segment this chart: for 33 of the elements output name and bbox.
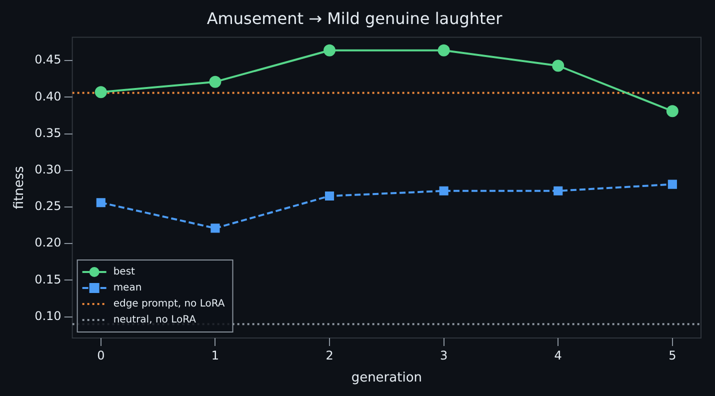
y-tick-label: 0.30 [34, 162, 62, 177]
legend-label: edge prompt, no LoRA [113, 298, 225, 310]
y-tick-label: 0.15 [34, 272, 62, 286]
point [96, 198, 106, 208]
legend-label: best [113, 266, 136, 278]
x-tick-label: 2 [326, 348, 334, 362]
x-tick-label: 1 [211, 348, 220, 362]
point [439, 186, 448, 196]
x-axis-title: generation [351, 370, 422, 386]
point [668, 180, 677, 189]
y-axis-title: fitness [12, 166, 28, 210]
point [94, 86, 107, 98]
chart-title: Amusement → Mild genuine laughter [206, 8, 503, 28]
x-tick-label: 4 [554, 348, 562, 362]
legend-label: mean [113, 282, 142, 294]
y-tick-label: 0.40 [34, 89, 62, 104]
point [552, 60, 564, 72]
x-tick-label: 3 [440, 348, 448, 362]
y-tick-label: 0.10 [34, 308, 62, 323]
point [210, 224, 220, 233]
y-tick-label: 0.45 [34, 52, 62, 67]
point [324, 44, 336, 56]
point [666, 105, 678, 118]
y-tick-label: 0.25 [34, 199, 62, 214]
point [554, 186, 563, 196]
point [324, 191, 334, 201]
x-tick-label: 0 [97, 348, 105, 362]
point [209, 76, 222, 88]
point [438, 44, 450, 56]
ref-line-label: neutral, no LoRA [113, 314, 196, 326]
y-tick-label: 0.20 [34, 236, 62, 250]
y-tick-label: 0.35 [34, 126, 62, 140]
x-tick-label: 5 [668, 348, 676, 362]
